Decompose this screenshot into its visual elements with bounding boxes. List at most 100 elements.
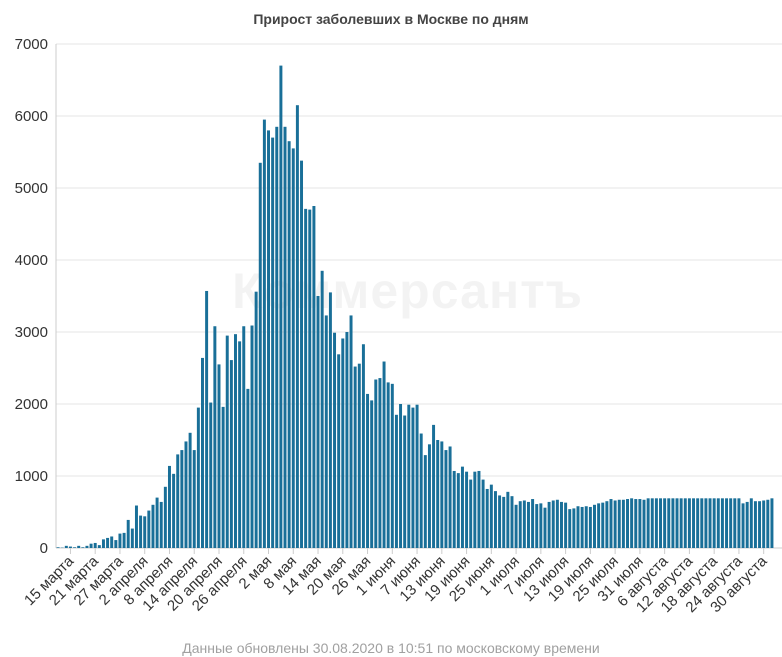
bar[interactable] xyxy=(139,515,143,548)
bar[interactable] xyxy=(733,498,737,548)
bar[interactable] xyxy=(700,498,704,548)
bar[interactable] xyxy=(601,502,605,548)
bar[interactable] xyxy=(333,332,337,548)
bar[interactable] xyxy=(580,506,584,548)
bar[interactable] xyxy=(192,450,196,548)
bar[interactable] xyxy=(514,504,518,548)
bar[interactable] xyxy=(526,501,530,548)
bar[interactable] xyxy=(316,296,320,548)
bar[interactable] xyxy=(543,507,547,548)
bar[interactable] xyxy=(696,498,700,548)
bar[interactable] xyxy=(167,465,171,548)
bar[interactable] xyxy=(626,499,629,548)
bar[interactable] xyxy=(382,361,386,548)
bar[interactable] xyxy=(588,506,592,548)
bar[interactable] xyxy=(101,539,105,548)
bar[interactable] xyxy=(762,500,766,548)
bar[interactable] xyxy=(308,209,312,548)
bar[interactable] xyxy=(634,499,638,548)
bar[interactable] xyxy=(617,499,621,548)
bar[interactable] xyxy=(89,543,93,548)
bar[interactable] xyxy=(650,498,654,548)
bar[interactable] xyxy=(93,542,97,548)
bar[interactable] xyxy=(716,498,720,548)
bar[interactable] xyxy=(77,545,81,548)
bar[interactable] xyxy=(213,326,217,548)
bar[interactable] xyxy=(81,547,85,548)
bar[interactable] xyxy=(531,499,535,548)
bar[interactable] xyxy=(271,137,275,548)
bar[interactable] xyxy=(345,332,349,548)
bar[interactable] xyxy=(353,366,357,548)
bar[interactable] xyxy=(415,404,419,548)
bar[interactable] xyxy=(176,454,180,548)
bar[interactable] xyxy=(337,354,341,548)
bar[interactable] xyxy=(225,335,229,548)
bar[interactable] xyxy=(613,500,617,548)
bar[interactable] xyxy=(741,503,745,548)
bar[interactable] xyxy=(522,500,526,548)
bar[interactable] xyxy=(671,498,675,548)
bar[interactable] xyxy=(720,498,724,548)
bar[interactable] xyxy=(576,506,580,548)
bar[interactable] xyxy=(267,130,270,548)
bar[interactable] xyxy=(201,357,204,548)
bar[interactable] xyxy=(572,508,576,548)
bar[interactable] xyxy=(320,270,324,548)
bar[interactable] xyxy=(147,510,151,548)
bar[interactable] xyxy=(663,498,667,548)
bar[interactable] xyxy=(238,341,242,548)
bar[interactable] xyxy=(221,406,225,548)
bar[interactable] xyxy=(469,479,473,548)
bar[interactable] xyxy=(551,500,555,548)
bar[interactable] xyxy=(386,382,390,548)
bar[interactable] xyxy=(374,379,378,548)
bar[interactable] xyxy=(134,505,138,548)
bar[interactable] xyxy=(605,501,609,548)
bar[interactable] xyxy=(68,546,72,548)
bar[interactable] xyxy=(283,126,287,549)
bar[interactable] xyxy=(535,504,539,548)
bar[interactable] xyxy=(366,393,370,548)
bar[interactable] xyxy=(295,105,299,548)
bar[interactable] xyxy=(279,65,283,548)
bar[interactable] xyxy=(564,502,568,548)
bar[interactable] xyxy=(667,498,671,548)
bar[interactable] xyxy=(324,315,328,548)
bar[interactable] xyxy=(654,498,658,548)
bar[interactable] xyxy=(126,519,130,548)
bar[interactable] xyxy=(390,383,394,548)
bar[interactable] xyxy=(749,498,753,548)
bar[interactable] xyxy=(489,484,493,548)
bar[interactable] xyxy=(687,498,691,548)
bar[interactable] xyxy=(737,498,741,548)
bar[interactable] xyxy=(341,338,345,548)
bar[interactable] xyxy=(683,498,687,548)
bar[interactable] xyxy=(770,498,774,548)
bar[interactable] xyxy=(419,433,423,548)
bar[interactable] xyxy=(291,148,295,548)
bar[interactable] xyxy=(448,446,452,548)
bar[interactable] xyxy=(432,424,436,548)
bar[interactable] xyxy=(758,501,762,548)
bar[interactable] xyxy=(370,400,374,548)
bar[interactable] xyxy=(258,162,262,549)
bar[interactable] xyxy=(584,506,588,548)
bar[interactable] xyxy=(465,471,469,548)
bar[interactable] xyxy=(473,471,477,548)
bar[interactable] xyxy=(555,499,559,548)
bar[interactable] xyxy=(407,404,411,548)
bar[interactable] xyxy=(593,504,596,548)
bar[interactable] xyxy=(638,499,642,548)
bar[interactable] xyxy=(642,499,646,548)
bar[interactable] xyxy=(180,450,184,548)
bar[interactable] xyxy=(254,291,258,548)
bar[interactable] xyxy=(725,498,729,548)
bar[interactable] xyxy=(485,488,489,548)
bar[interactable] xyxy=(250,325,254,548)
bar[interactable] xyxy=(729,498,733,548)
bar[interactable] xyxy=(753,501,757,548)
bar[interactable] xyxy=(675,498,679,548)
bar[interactable] xyxy=(184,441,188,548)
bar[interactable] xyxy=(436,440,440,548)
